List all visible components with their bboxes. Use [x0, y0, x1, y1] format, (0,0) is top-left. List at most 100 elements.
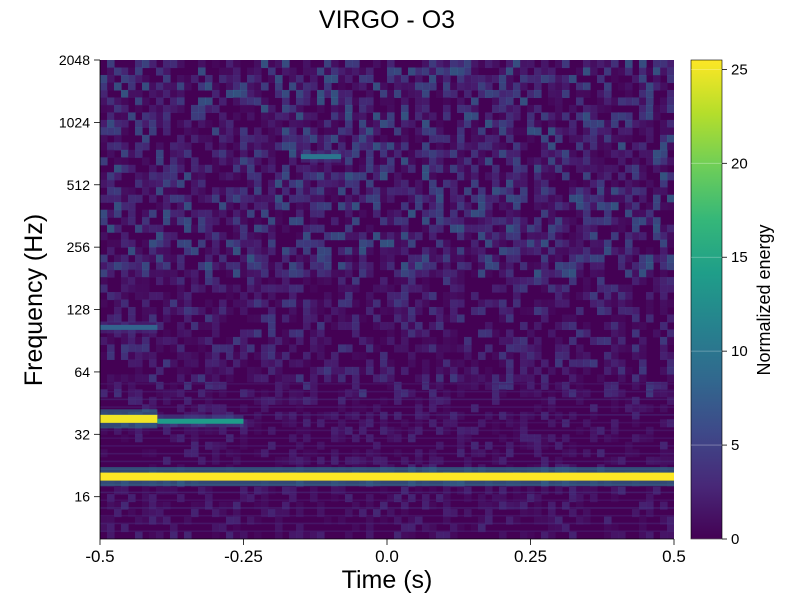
heatmap-cell [562, 112, 570, 121]
heatmap-cell [282, 486, 290, 495]
heatmap-striation [100, 491, 674, 494]
heatmap-cell [429, 524, 437, 533]
heatmap-cell [443, 82, 451, 91]
heatmap-cell [373, 82, 381, 91]
heatmap-cell [373, 112, 381, 121]
heatmap-cell [149, 164, 157, 173]
heatmap-cell [366, 127, 374, 136]
heatmap-cell [590, 67, 598, 76]
heatmap-cell [303, 112, 311, 121]
heatmap-cell [310, 224, 318, 233]
heatmap-cell [135, 254, 143, 263]
heatmap-cell [653, 486, 661, 495]
heatmap-cell [373, 374, 381, 383]
heatmap-cell [604, 389, 612, 398]
heatmap-cell [583, 157, 591, 166]
heatmap-cell [471, 209, 479, 218]
heatmap-cell [268, 104, 276, 113]
heatmap-cell [156, 202, 164, 211]
heatmap-cell [443, 404, 451, 413]
heatmap-cell [401, 329, 409, 338]
heatmap-cell [177, 306, 185, 316]
heatmap-cell [527, 359, 535, 368]
heatmap-cell [170, 164, 178, 173]
heatmap-cell [338, 344, 346, 353]
heatmap-cell [233, 501, 241, 510]
heatmap-cell [436, 74, 444, 84]
heatmap-cell [450, 164, 458, 173]
heatmap-cell [142, 112, 150, 121]
heatmap-cell [632, 164, 640, 173]
heatmap-cell [254, 97, 262, 106]
heatmap-cell [415, 254, 423, 263]
heatmap-cell [324, 299, 332, 308]
heatmap-cell [597, 269, 605, 278]
heatmap-cell [163, 262, 171, 271]
heatmap-cell [597, 284, 605, 293]
heatmap-cell [254, 374, 262, 383]
heatmap-cell [415, 127, 423, 136]
heatmap-cell [156, 149, 164, 158]
heatmap-cell [170, 389, 178, 398]
heatmap-cell [660, 501, 668, 510]
heatmap-cell [380, 112, 388, 121]
heatmap-cell [135, 224, 143, 233]
heatmap-cell [548, 112, 556, 121]
heatmap-cell [408, 157, 416, 166]
heatmap-cell [548, 299, 556, 308]
heatmap-cell [394, 292, 402, 301]
heatmap-cell [625, 299, 633, 308]
heatmap-cell [247, 157, 255, 166]
heatmap-cell [289, 104, 297, 113]
heatmap-cell [296, 89, 304, 99]
heatmap-cell [639, 172, 647, 181]
heatmap-cell [646, 157, 654, 166]
heatmap-cell [240, 134, 248, 143]
heatmap-cell [177, 299, 185, 308]
heatmap-cell [156, 67, 164, 76]
heatmap-cell [548, 224, 556, 233]
heatmap-cell [177, 389, 185, 398]
heatmap-cell [352, 232, 360, 241]
heatmap-cell [352, 404, 360, 413]
heatmap-cell [562, 89, 570, 99]
heatmap-cell [128, 329, 136, 338]
heatmap-cell [380, 351, 388, 360]
heatmap-cell [163, 329, 171, 338]
heatmap-cell [422, 254, 430, 263]
heatmap-cell [317, 501, 325, 510]
heatmap-cell [289, 82, 297, 91]
heatmap-cell [492, 239, 500, 248]
heatmap-cell [317, 119, 325, 128]
heatmap-cell [541, 516, 549, 525]
heatmap-cell [163, 486, 171, 495]
heatmap-cell [625, 164, 633, 173]
heatmap-cell [590, 404, 598, 413]
heatmap-cell [128, 247, 136, 256]
heatmap-cell [569, 217, 577, 226]
heatmap-cell [667, 89, 674, 99]
heatmap-cell [632, 74, 640, 84]
heatmap-cell [289, 531, 297, 539]
heatmap-cell [128, 359, 136, 368]
heatmap-cell [541, 411, 549, 420]
heatmap-cell [191, 501, 199, 510]
heatmap-cell [618, 254, 626, 263]
heatmap-cell [492, 134, 500, 143]
heatmap-cell [366, 306, 374, 316]
heatmap-cell [527, 239, 535, 248]
heatmap-cell [310, 97, 318, 106]
heatmap-cell [268, 284, 276, 293]
heatmap-cell [450, 254, 458, 263]
heatmap-cell [359, 172, 367, 181]
heatmap-cell [590, 269, 598, 278]
heatmap-cell [520, 389, 528, 398]
heatmap-cell [520, 172, 528, 181]
heatmap-cell [261, 149, 269, 158]
heatmap-cell [534, 217, 542, 226]
heatmap-cell [331, 351, 339, 360]
heatmap-cell [303, 306, 311, 316]
heatmap-cell [254, 202, 262, 211]
heatmap-cell [261, 374, 269, 383]
heatmap-cell [611, 366, 619, 375]
